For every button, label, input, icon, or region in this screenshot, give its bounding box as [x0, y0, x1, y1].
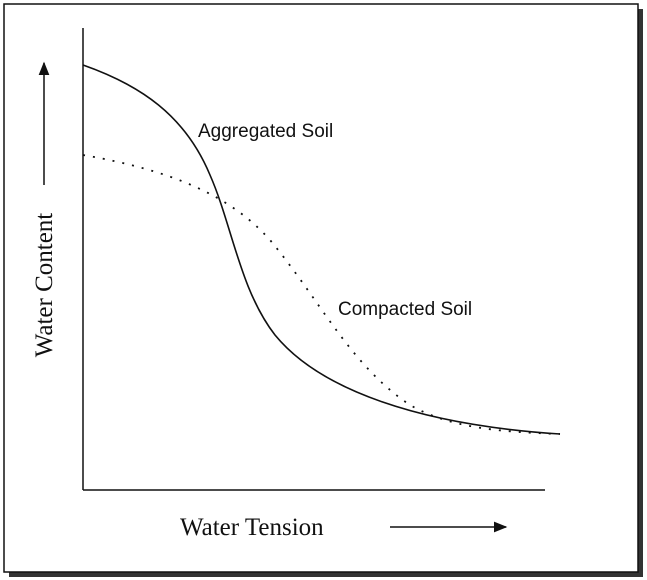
aggregated-soil-curve — [82, 64, 561, 435]
curve-label: Compacted Soil — [338, 299, 472, 320]
frame — [3, 3, 639, 573]
compacted-soil-curve — [82, 154, 561, 435]
x-axis-label: Water Tension — [180, 514, 324, 541]
curve-label: Aggregated Soil — [198, 121, 333, 142]
y-axis-label: Water Content — [31, 213, 58, 358]
